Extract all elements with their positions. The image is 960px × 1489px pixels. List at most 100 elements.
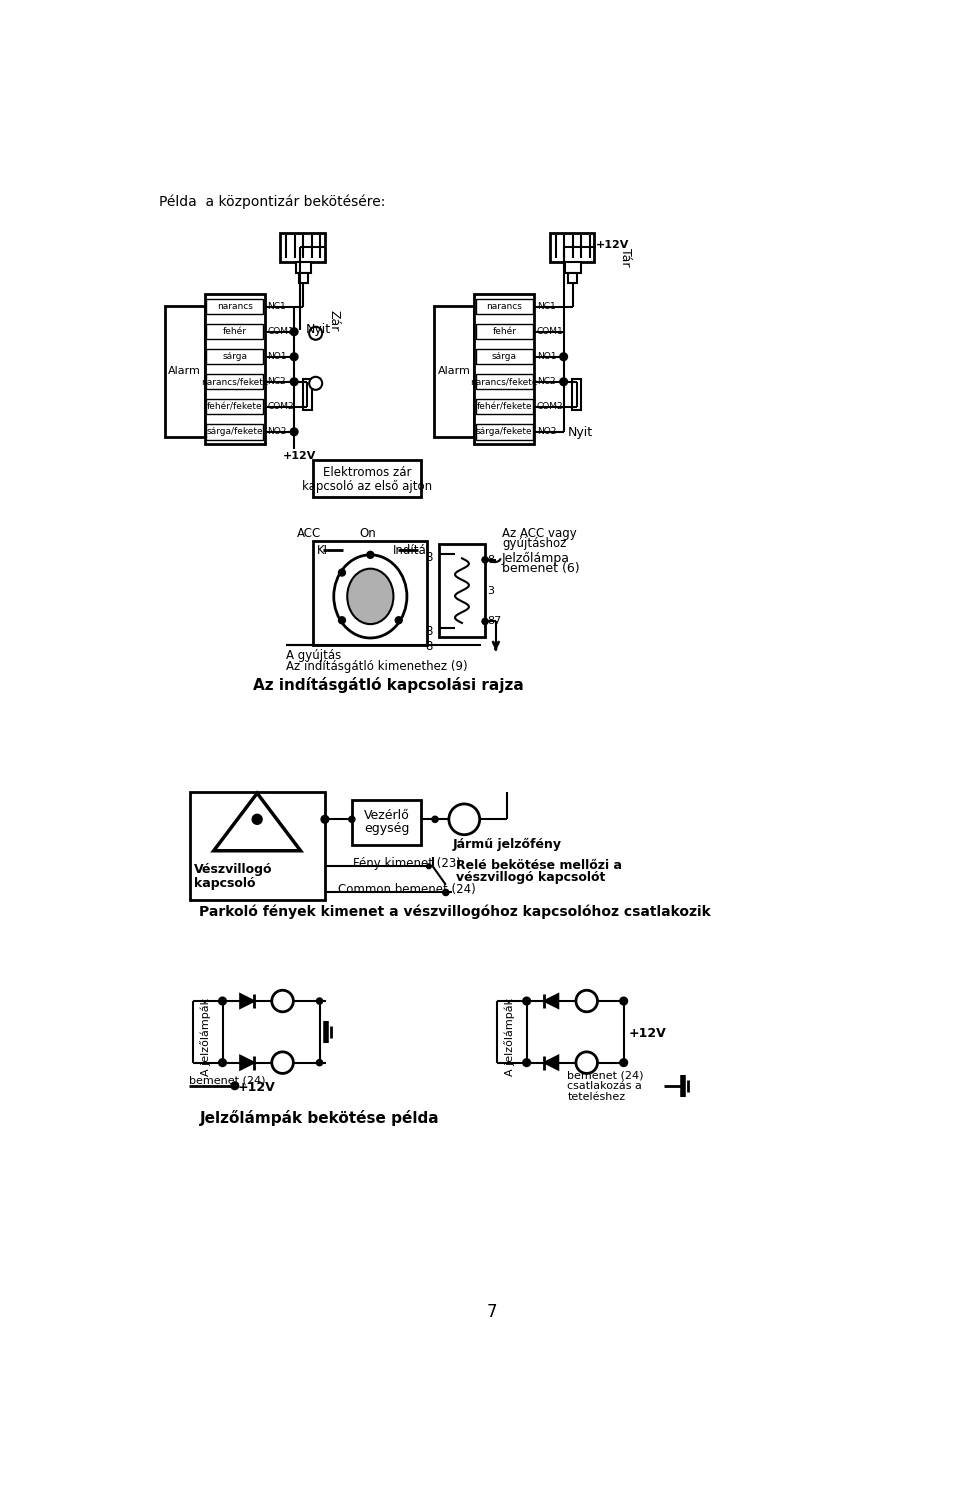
Circle shape <box>321 816 328 823</box>
Text: bemenet (24): bemenet (24) <box>188 1075 265 1085</box>
Text: fehér/fekete: fehér/fekete <box>207 402 263 411</box>
Text: Jelzőlámpák bekötése példa: Jelzőlámpák bekötése példa <box>200 1111 439 1126</box>
Circle shape <box>290 328 298 335</box>
Text: 8: 8 <box>488 555 494 564</box>
Circle shape <box>317 1060 323 1066</box>
Circle shape <box>309 377 323 390</box>
Polygon shape <box>214 794 300 850</box>
Text: A gyújtás: A gyújtás <box>286 649 342 663</box>
Text: NC2: NC2 <box>267 377 286 386</box>
Bar <box>206 399 263 414</box>
Circle shape <box>576 990 597 1013</box>
Text: fehér: fehér <box>492 328 516 337</box>
Bar <box>476 299 533 314</box>
Circle shape <box>396 616 402 624</box>
Circle shape <box>443 889 449 895</box>
Text: 8: 8 <box>425 624 432 637</box>
Text: NC1: NC1 <box>537 302 556 311</box>
Bar <box>476 399 533 414</box>
Text: A jelzőlámpák: A jelzőlámpák <box>200 998 211 1077</box>
Circle shape <box>272 990 294 1013</box>
Bar <box>299 274 308 283</box>
Bar <box>296 262 311 274</box>
Text: kapcsoló: kapcsoló <box>194 877 255 890</box>
Ellipse shape <box>348 569 394 624</box>
Circle shape <box>272 1051 294 1074</box>
Text: Az ACC vagy: Az ACC vagy <box>502 527 577 539</box>
Text: NC1: NC1 <box>267 302 286 311</box>
Circle shape <box>348 816 355 822</box>
Bar <box>206 299 263 314</box>
Text: Parkoló fények kimenet a vészvillogóhoz kapcsolóhoz csatlakozik: Parkoló fények kimenet a vészvillogóhoz … <box>200 905 711 919</box>
Circle shape <box>560 378 567 386</box>
Text: sárga: sárga <box>492 353 516 362</box>
Text: fehér: fehér <box>223 328 247 337</box>
Bar <box>550 232 594 262</box>
Ellipse shape <box>334 555 407 637</box>
Text: ACC: ACC <box>297 527 321 539</box>
Polygon shape <box>240 995 254 1008</box>
Circle shape <box>449 804 480 835</box>
Text: Relé bekötése mellőzi a: Relé bekötése mellőzi a <box>456 859 622 871</box>
Text: NO1: NO1 <box>537 353 556 362</box>
Text: Nyit: Nyit <box>567 426 592 439</box>
Bar <box>206 424 263 439</box>
Text: sárga/fekete: sárga/fekete <box>476 427 533 436</box>
Circle shape <box>309 326 323 339</box>
Bar <box>206 348 263 365</box>
Bar <box>280 232 324 262</box>
Circle shape <box>482 618 488 624</box>
Text: COM2: COM2 <box>537 402 564 411</box>
Text: sárga/fekete: sárga/fekete <box>206 427 263 436</box>
Text: Példa  a központizár bekötésére:: Példa a központizár bekötésére: <box>159 194 386 208</box>
Text: COM1: COM1 <box>537 328 564 337</box>
Text: +12V: +12V <box>596 240 630 250</box>
Text: Alarm: Alarm <box>168 366 202 377</box>
Bar <box>206 325 263 339</box>
Bar <box>302 378 312 409</box>
Text: Elektromos zár: Elektromos zár <box>323 466 412 479</box>
Bar <box>204 295 265 444</box>
Text: Jelzőlámpa: Jelzőlámpa <box>502 551 570 564</box>
Bar <box>572 378 582 409</box>
Text: csatlakozás a: csatlakozás a <box>567 1081 642 1091</box>
Text: +12V: +12V <box>238 1081 276 1094</box>
Text: teteléshez: teteléshez <box>567 1091 626 1102</box>
Text: +12V: +12V <box>282 451 316 462</box>
Text: A jelzőlámpák: A jelzőlámpák <box>504 998 516 1077</box>
Text: Az indításgátló kapcsolási rajza: Az indításgátló kapcsolási rajza <box>253 677 524 692</box>
Bar <box>476 374 533 390</box>
Text: bemenet (24): bemenet (24) <box>567 1071 644 1081</box>
Polygon shape <box>544 995 558 1008</box>
Text: Fény kimenet (23): Fény kimenet (23) <box>353 858 461 870</box>
Text: NO2: NO2 <box>537 427 556 436</box>
Bar <box>313 541 427 645</box>
Bar <box>190 792 324 901</box>
Text: Zár: Zár <box>327 310 341 331</box>
Text: NC2: NC2 <box>537 377 555 386</box>
Bar <box>476 424 533 439</box>
Text: Az indításgátló kimenethez (9): Az indításgátló kimenethez (9) <box>286 660 468 673</box>
Circle shape <box>620 998 628 1005</box>
Text: Vezérlő: Vezérlő <box>364 810 409 822</box>
Text: bemenet (6): bemenet (6) <box>502 563 580 575</box>
Text: NO2: NO2 <box>267 427 286 436</box>
Text: Indítá: Indítá <box>393 545 426 557</box>
Text: Nyit: Nyit <box>305 323 331 337</box>
Circle shape <box>523 1059 531 1066</box>
Circle shape <box>290 353 298 360</box>
Bar <box>206 374 263 390</box>
Polygon shape <box>544 1056 558 1069</box>
Circle shape <box>219 998 227 1005</box>
Text: KI: KI <box>317 545 328 557</box>
Bar <box>565 262 581 274</box>
Bar <box>439 545 485 637</box>
Bar <box>313 460 421 497</box>
Text: Tár: Tár <box>618 249 632 267</box>
Text: sárga: sárga <box>223 353 248 362</box>
Circle shape <box>219 1059 227 1066</box>
Text: On: On <box>360 527 376 539</box>
Bar <box>474 295 535 444</box>
Circle shape <box>620 1059 628 1066</box>
Text: NO1: NO1 <box>267 353 287 362</box>
